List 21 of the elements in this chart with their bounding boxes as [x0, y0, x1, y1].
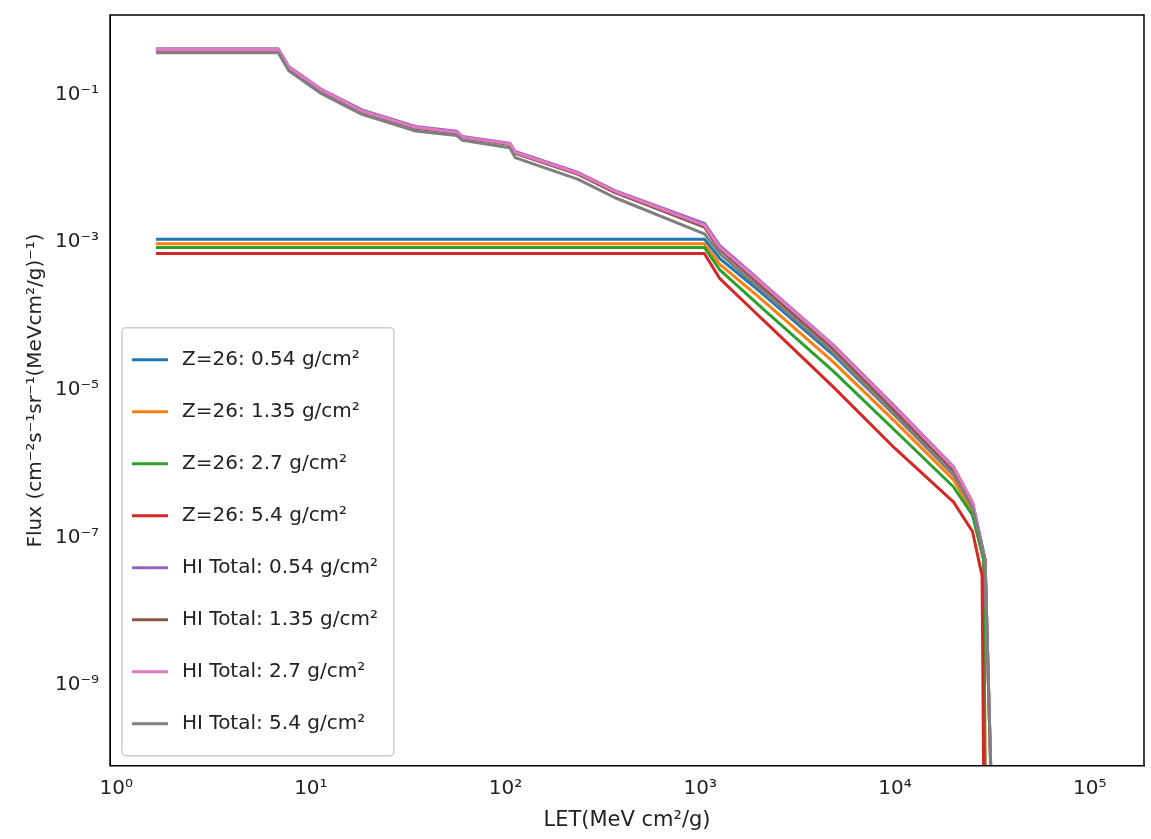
x-axis-title: LET(MeV cm²/g): [543, 806, 711, 831]
legend-label: Z=26: 1.35 g/cm²: [182, 398, 360, 422]
legend-label: Z=26: 2.7 g/cm²: [182, 450, 348, 474]
legend-label: Z=26: 0.54 g/cm²: [182, 346, 360, 370]
x-tick-label: 10⁵: [1072, 775, 1107, 799]
y-tick-label: 10⁻³: [54, 228, 100, 253]
legend-label: HI Total: 5.4 g/cm²: [182, 710, 366, 734]
x-tick-label: 10⁴: [878, 775, 912, 799]
y-axis-title: Flux (cm⁻²s⁻¹sr⁻¹(MeVcm²/g)⁻¹): [22, 233, 47, 548]
y-tick-label: 10⁻⁹: [54, 671, 100, 696]
x-tick-label: 10²: [488, 775, 523, 799]
y-tick-label: 10⁻¹: [54, 80, 100, 105]
x-tick-label: 10⁰: [99, 775, 133, 799]
y-tick-label: 10⁻⁷: [54, 523, 100, 548]
x-tick-label: 10³: [683, 775, 718, 799]
legend-label: HI Total: 2.7 g/cm²: [182, 658, 366, 682]
legend-label: HI Total: 1.35 g/cm²: [182, 606, 378, 630]
y-tick-label: 10⁻⁵: [54, 375, 100, 400]
x-tick-label: 10¹: [294, 775, 328, 799]
legend-label: HI Total: 0.54 g/cm²: [182, 554, 378, 578]
legend-label: Z=26: 5.4 g/cm²: [182, 502, 348, 526]
